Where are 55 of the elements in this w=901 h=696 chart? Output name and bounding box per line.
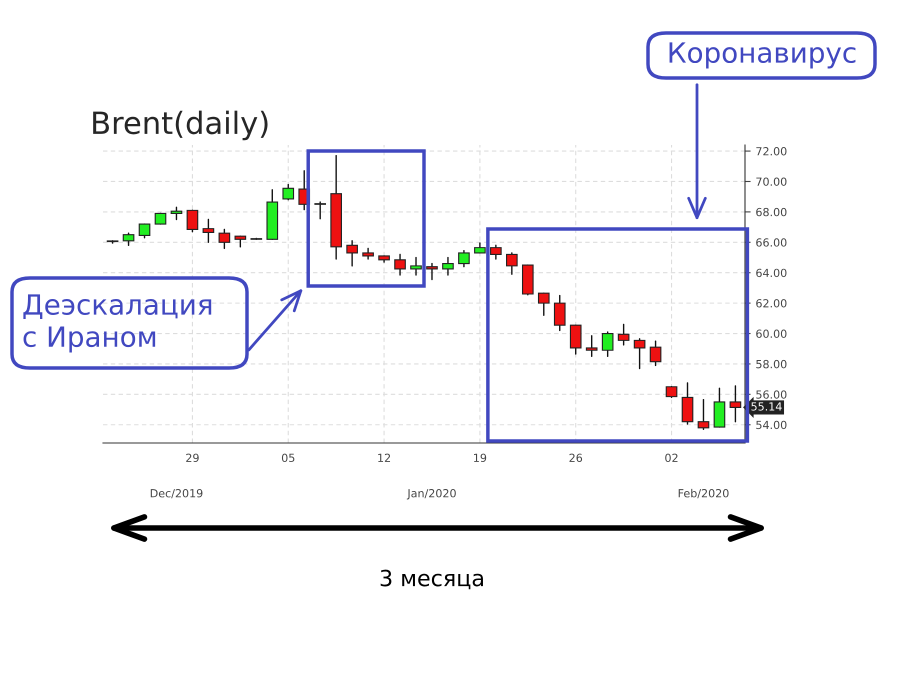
- x-tick-label: 12: [378, 454, 390, 462]
- text: Feb/2020: [678, 488, 729, 498]
- candlestick: [122, 232, 134, 246]
- y-tick-label: 62.00: [756, 299, 786, 308]
- candlestick: [570, 324, 582, 355]
- candlestick: [362, 248, 374, 260]
- y-tick-label: 70.00: [756, 177, 786, 186]
- text: 3 месяца: [380, 570, 483, 590]
- candlestick: [202, 218, 214, 243]
- y-tick-label: 68.00: [756, 208, 786, 216]
- text: Jan/2020: [406, 489, 456, 500]
- chart-title: Brent(daily): [93, 110, 268, 140]
- candlestick: [314, 201, 326, 220]
- y-tick-label: 64.00: [756, 268, 786, 278]
- annotation: Деэскалация с Ираном: [23, 294, 212, 353]
- candlestick: [426, 262, 438, 280]
- y-tick-label: 72.00: [756, 147, 786, 156]
- y-tick-label: 54.00: [756, 420, 786, 430]
- candlestick: [458, 250, 470, 268]
- x-tick-label: 26: [569, 454, 582, 462]
- candlestick: [586, 335, 598, 358]
- candlestick: [394, 254, 406, 276]
- candlestick: [506, 252, 518, 275]
- candlestick: [218, 228, 230, 250]
- y-tick-label: 58.00: [756, 360, 786, 368]
- candlestick: [234, 236, 246, 248]
- candlestick: [634, 338, 646, 370]
- candlestick: [730, 385, 742, 422]
- candlestick: [554, 294, 566, 332]
- candlestick: [474, 242, 486, 254]
- candlestick: [154, 212, 166, 225]
- candlestick: [490, 244, 502, 260]
- text: Dec/2019: [150, 489, 202, 498]
- x-tick-label: 29: [186, 454, 199, 462]
- x-tick-label: 02: [665, 454, 678, 462]
- y-tick-label: 66.00: [756, 238, 786, 247]
- candlestick: [442, 256, 454, 276]
- candlestick: [602, 331, 614, 358]
- candlestick: [410, 256, 422, 276]
- candlestick: [170, 206, 182, 220]
- candlestick: [538, 292, 550, 316]
- y-tick-label: 56.00: [756, 390, 786, 399]
- candlestick: [698, 398, 710, 430]
- candlestick: [138, 223, 150, 238]
- candlestick: [650, 340, 662, 366]
- candlestick: [618, 324, 630, 346]
- candlestick: [346, 240, 358, 267]
- y-tick-label: 60.00: [756, 330, 786, 338]
- candlestick: [666, 386, 678, 398]
- text: Коронавирус: [670, 42, 856, 68]
- text: 55.14: [751, 402, 782, 411]
- x-tick-label: 19: [474, 454, 486, 462]
- x-tick-label: 05: [282, 454, 294, 462]
- candlestick: [282, 184, 294, 200]
- candlestick: [186, 210, 198, 232]
